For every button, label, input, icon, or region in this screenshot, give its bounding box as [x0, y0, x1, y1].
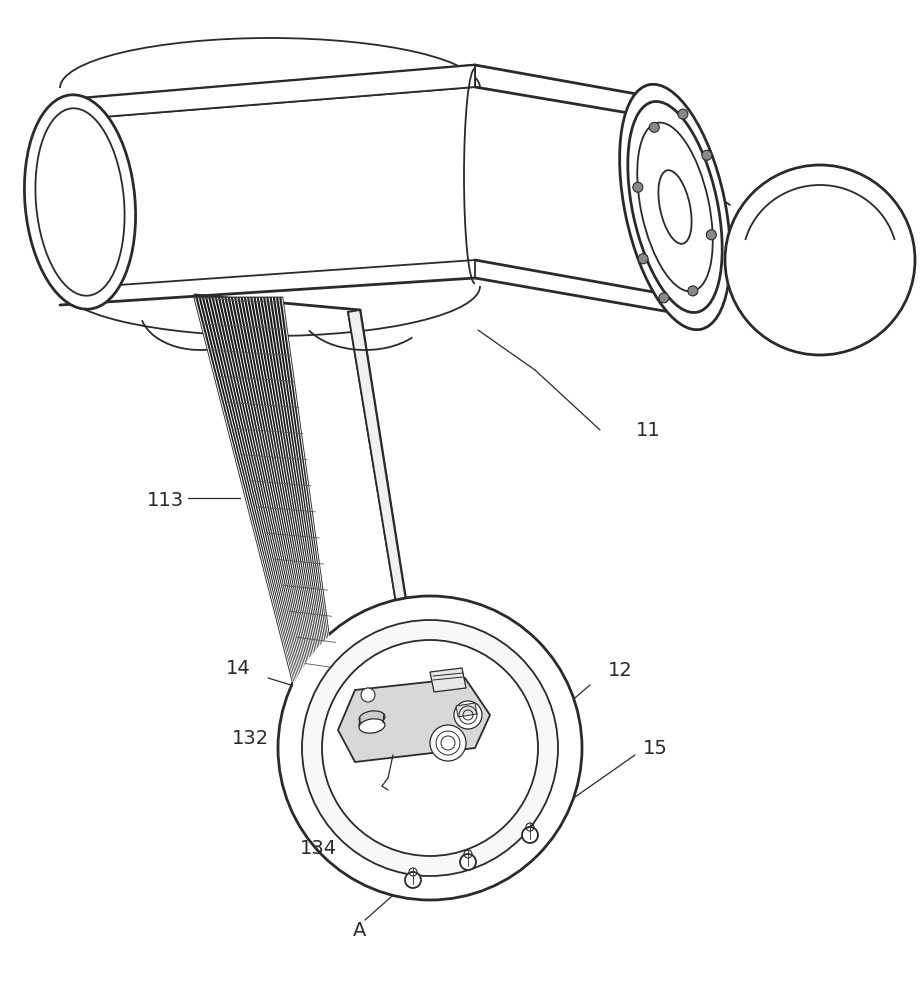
Circle shape	[638, 254, 648, 264]
Circle shape	[278, 596, 582, 900]
Ellipse shape	[35, 108, 125, 296]
Text: 15: 15	[642, 738, 667, 758]
Polygon shape	[195, 298, 340, 728]
Text: 113: 113	[146, 490, 184, 510]
Circle shape	[460, 854, 476, 870]
Polygon shape	[60, 65, 475, 118]
Ellipse shape	[359, 711, 385, 725]
Text: A: A	[353, 920, 367, 940]
Circle shape	[522, 827, 538, 843]
Ellipse shape	[359, 719, 385, 733]
Circle shape	[725, 165, 915, 355]
Polygon shape	[348, 310, 420, 690]
Text: 14: 14	[225, 658, 250, 678]
Circle shape	[659, 293, 669, 303]
Circle shape	[633, 182, 643, 192]
Text: 134: 134	[299, 838, 336, 857]
Ellipse shape	[620, 84, 730, 330]
Circle shape	[650, 122, 660, 132]
Polygon shape	[195, 298, 340, 728]
Text: 12: 12	[608, 660, 632, 680]
Circle shape	[678, 109, 687, 119]
Circle shape	[405, 872, 421, 888]
Circle shape	[706, 230, 716, 240]
Circle shape	[702, 150, 711, 160]
Circle shape	[361, 688, 375, 702]
Ellipse shape	[627, 101, 723, 313]
Circle shape	[322, 640, 538, 856]
Polygon shape	[338, 678, 490, 762]
Circle shape	[687, 286, 698, 296]
Circle shape	[302, 620, 558, 876]
Polygon shape	[430, 668, 466, 692]
Text: 132: 132	[231, 728, 269, 748]
Text: 11: 11	[636, 420, 661, 440]
Polygon shape	[456, 703, 477, 717]
Ellipse shape	[638, 123, 712, 291]
Ellipse shape	[659, 170, 692, 244]
Circle shape	[454, 701, 482, 729]
Ellipse shape	[24, 95, 136, 309]
Circle shape	[430, 725, 466, 761]
